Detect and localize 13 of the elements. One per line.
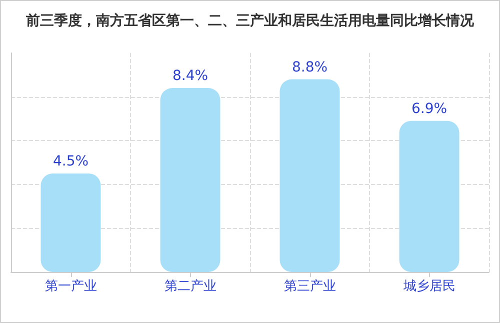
bar	[160, 88, 220, 272]
bar	[280, 79, 340, 272]
data-label: 8.8%	[292, 59, 328, 76]
x-tick-label: 城乡居民	[402, 279, 456, 294]
bar	[40, 173, 101, 272]
bar	[399, 120, 460, 272]
chart-title: 前三季度，南方五省区第一、二、三产业和居民生活用电量同比增长情况	[25, 12, 475, 29]
data-label: 8.4%	[172, 68, 208, 84]
x-tick-label: 第三产业	[284, 279, 336, 294]
data-label: 4.5%	[52, 153, 89, 170]
data-label: 6.9%	[411, 100, 448, 117]
x-tick-label: 第二产业	[164, 279, 216, 294]
x-tick-label: 第一产业	[44, 279, 97, 294]
